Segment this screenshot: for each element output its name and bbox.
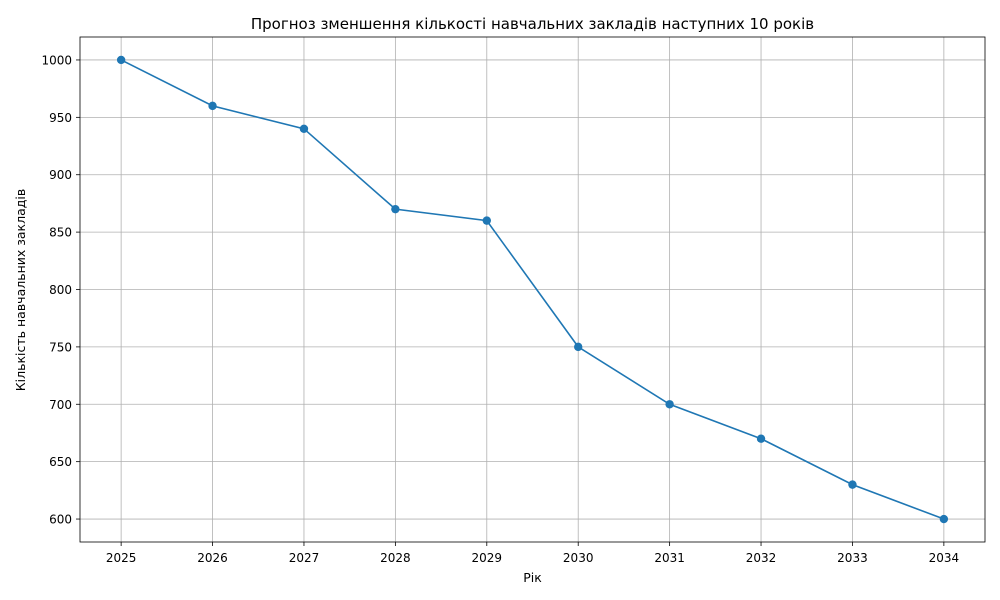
x-tick-label: 2032: [746, 551, 777, 565]
x-tick-label: 2027: [289, 551, 320, 565]
data-point: [482, 216, 491, 225]
x-tick-label: 2033: [837, 551, 868, 565]
data-point: [848, 480, 857, 489]
data-point: [208, 101, 217, 111]
y-tick-label: 1000: [41, 53, 72, 67]
data-point: [665, 400, 674, 409]
axes: 2025 2026 2027 2028 2029 2030 2031 2032 2033 2034…: [41, 36, 986, 565]
data-point: [756, 434, 766, 443]
x-tick-label: 2026: [197, 551, 228, 565]
data-point: [116, 55, 126, 65]
y-tick-label: 850: [49, 226, 72, 240]
data-point: [939, 514, 949, 524]
x-tick-label: 2025: [106, 551, 137, 565]
x-tick-label: 2031: [654, 551, 685, 565]
y-tick-label: 650: [49, 455, 72, 469]
y-tick-label: 800: [49, 283, 72, 297]
data-point: [574, 342, 583, 352]
x-tick-label: 2030: [563, 551, 594, 565]
y-tick-label: 700: [49, 398, 72, 412]
x-tick-label: 2029: [472, 551, 503, 565]
y-tick-label: 900: [49, 168, 72, 182]
data-point: [391, 204, 400, 214]
series-layer: [116, 55, 949, 524]
chart-title: Прогноз зменшення кількості навчальних з…: [251, 15, 814, 33]
x-axis-label: Рік: [523, 570, 542, 585]
grid-lines: [80, 37, 985, 542]
y-tick-label: 950: [49, 111, 72, 125]
y-tick-label: 600: [49, 513, 72, 527]
plot-frame: [79, 36, 986, 543]
y-axis-label: Кількість навчальних закладів: [13, 189, 28, 391]
x-tick-label: 2028: [380, 551, 411, 565]
x-tick-label: 2034: [929, 551, 960, 565]
series-line: [120, 59, 945, 520]
y-tick-label: 750: [49, 340, 72, 354]
data-point: [299, 124, 309, 134]
